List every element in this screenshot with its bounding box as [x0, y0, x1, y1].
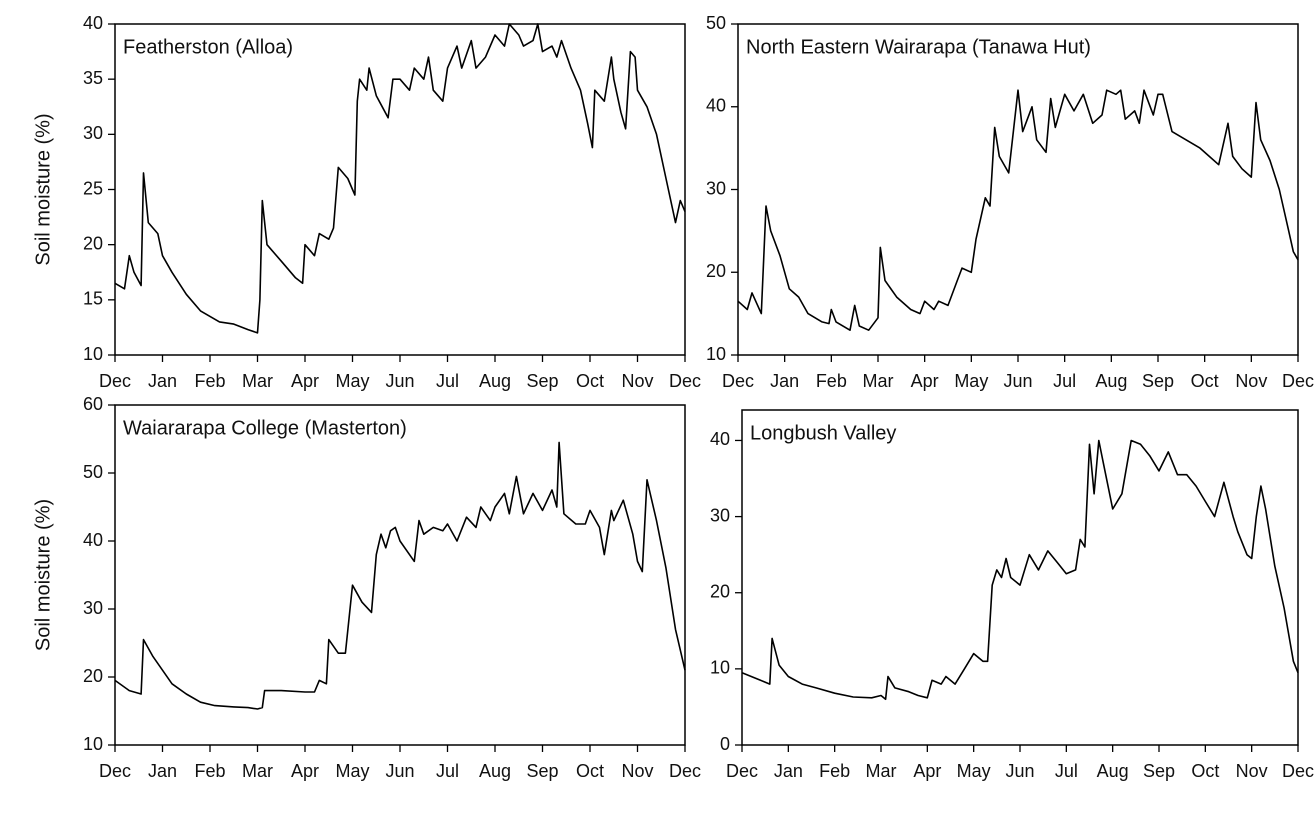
y-tick-label: 0: [720, 734, 730, 754]
x-tick-label: Jul: [436, 371, 459, 391]
x-tick-label: Aug: [479, 371, 511, 391]
y-tick-label: 40: [706, 96, 726, 116]
x-tick-label: Sep: [1142, 371, 1174, 391]
x-tick-label: Mar: [863, 371, 894, 391]
data-line: [741, 439, 1299, 701]
x-tick-label: May: [335, 761, 369, 781]
y-tick-label: 50: [83, 462, 103, 482]
y-tick-label: 60: [83, 394, 103, 414]
y-tick-label: 20: [83, 233, 103, 253]
y-tick-label: 30: [83, 123, 103, 143]
x-tick-label: Dec: [99, 371, 131, 391]
x-tick-label: Jan: [148, 371, 177, 391]
y-tick-label: 20: [710, 581, 730, 601]
x-tick-label: Aug: [1095, 371, 1127, 391]
x-tick-label: Jun: [385, 371, 414, 391]
y-tick-label: 25: [83, 178, 103, 198]
y-tick-label: 30: [83, 598, 103, 618]
x-tick-label: Feb: [816, 371, 847, 391]
x-tick-label: Dec: [669, 761, 701, 781]
y-tick-label: 30: [710, 505, 730, 525]
x-tick-label: Feb: [819, 761, 850, 781]
data-line: [737, 89, 1299, 331]
x-tick-label: Nov: [1235, 371, 1267, 391]
y-tick-label: 10: [83, 734, 103, 754]
x-tick-label: Dec: [669, 371, 701, 391]
x-tick-label: Aug: [1097, 761, 1129, 781]
x-tick-label: Jun: [1005, 761, 1034, 781]
x-tick-label: Oct: [1191, 371, 1219, 391]
panel-title: Featherston (Alloa): [123, 36, 293, 58]
data-line: [114, 441, 686, 710]
x-tick-label: Jan: [770, 371, 799, 391]
y-tick-label: 50: [706, 13, 726, 33]
x-tick-label: Mar: [866, 761, 897, 781]
x-tick-label: Apr: [291, 761, 319, 781]
x-tick-label: May: [335, 371, 369, 391]
x-tick-label: Jul: [1053, 371, 1076, 391]
x-tick-label: Dec: [722, 371, 754, 391]
plot-frame: [741, 409, 1299, 746]
panel-title: Waiararapa College (Masterton): [123, 417, 407, 439]
x-tick-label: Jan: [774, 761, 803, 781]
x-tick-label: Dec: [1282, 371, 1314, 391]
x-tick-label: Sep: [526, 371, 558, 391]
x-tick-label: Apr: [911, 371, 939, 391]
x-tick-label: May: [957, 761, 991, 781]
x-tick-label: Nov: [621, 371, 653, 391]
x-tick-label: Jun: [1003, 371, 1032, 391]
x-tick-label: Sep: [526, 761, 558, 781]
x-tick-label: Mar: [242, 371, 273, 391]
y-tick-label: 40: [83, 530, 103, 550]
x-tick-label: Dec: [1282, 761, 1314, 781]
panel-title: North Eastern Wairarapa (Tanawa Hut): [746, 36, 1091, 58]
y-tick-label: 35: [83, 68, 103, 88]
plot-frame: [737, 23, 1299, 356]
plot-frame: [114, 23, 686, 356]
panel-title: Longbush Valley: [750, 422, 896, 444]
y-tick-label: 30: [706, 178, 726, 198]
x-tick-label: Jul: [1055, 761, 1078, 781]
x-tick-label: Jun: [385, 761, 414, 781]
y-axis-label: Soil moisture (%): [32, 113, 54, 265]
x-tick-label: May: [954, 371, 988, 391]
x-tick-label: Dec: [726, 761, 758, 781]
y-tick-label: 40: [710, 429, 730, 449]
y-tick-label: 10: [710, 658, 730, 678]
x-tick-label: Jan: [148, 761, 177, 781]
x-tick-label: Nov: [1236, 761, 1268, 781]
x-tick-label: Aug: [479, 761, 511, 781]
x-tick-label: Dec: [99, 761, 131, 781]
data-line: [114, 23, 686, 334]
plot-frame: [114, 404, 686, 746]
y-tick-label: 10: [706, 344, 726, 364]
x-tick-label: Sep: [1143, 761, 1175, 781]
y-tick-label: 20: [706, 261, 726, 281]
y-tick-label: 40: [83, 13, 103, 33]
x-tick-label: Oct: [576, 761, 604, 781]
x-tick-label: Nov: [621, 761, 653, 781]
y-tick-label: 20: [83, 666, 103, 686]
x-tick-label: Feb: [194, 761, 225, 781]
y-tick-label: 15: [83, 289, 103, 309]
x-tick-label: Apr: [913, 761, 941, 781]
x-tick-label: Mar: [242, 761, 273, 781]
y-axis-label: Soil moisture (%): [32, 499, 54, 651]
x-tick-label: Oct: [1191, 761, 1219, 781]
x-tick-label: Apr: [291, 371, 319, 391]
y-tick-label: 10: [83, 344, 103, 364]
x-tick-label: Feb: [194, 371, 225, 391]
x-tick-label: Oct: [576, 371, 604, 391]
x-tick-label: Jul: [436, 761, 459, 781]
